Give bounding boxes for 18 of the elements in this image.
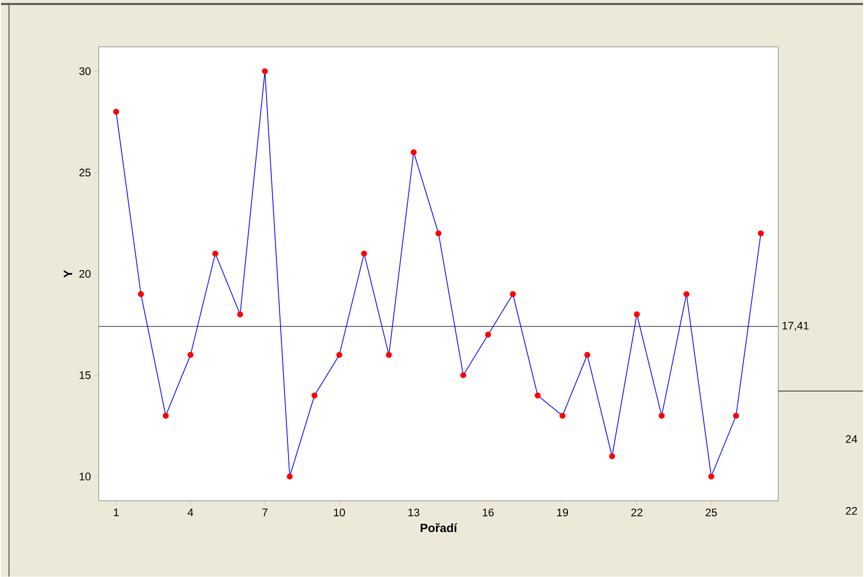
x-tick-label: 10 (334, 508, 345, 516)
x-tick-label: 19 (557, 508, 568, 516)
y-tick-label: 25 (79, 168, 91, 176)
x-tick-label: 4 (188, 508, 194, 516)
y-tick-label: 20 (79, 270, 91, 278)
ref-line-label: 17,41 (782, 322, 809, 331)
text: 24 (846, 435, 858, 443)
x-tick-label: 22 (631, 508, 642, 516)
x-tick-label: 13 (408, 508, 420, 516)
y-tick-label: 10 (80, 472, 91, 480)
x-tick-label: 1 (114, 508, 119, 516)
y-axis-title: Y (64, 270, 72, 278)
x-tick-label: 25 (706, 508, 717, 516)
x-tick-label: 7 (262, 508, 268, 516)
x-axis-title: Pořadí (420, 523, 458, 532)
y-tick-label: 30 (79, 67, 91, 75)
y-tick-label: 15 (80, 371, 91, 379)
x-tick-label: 16 (482, 508, 494, 516)
